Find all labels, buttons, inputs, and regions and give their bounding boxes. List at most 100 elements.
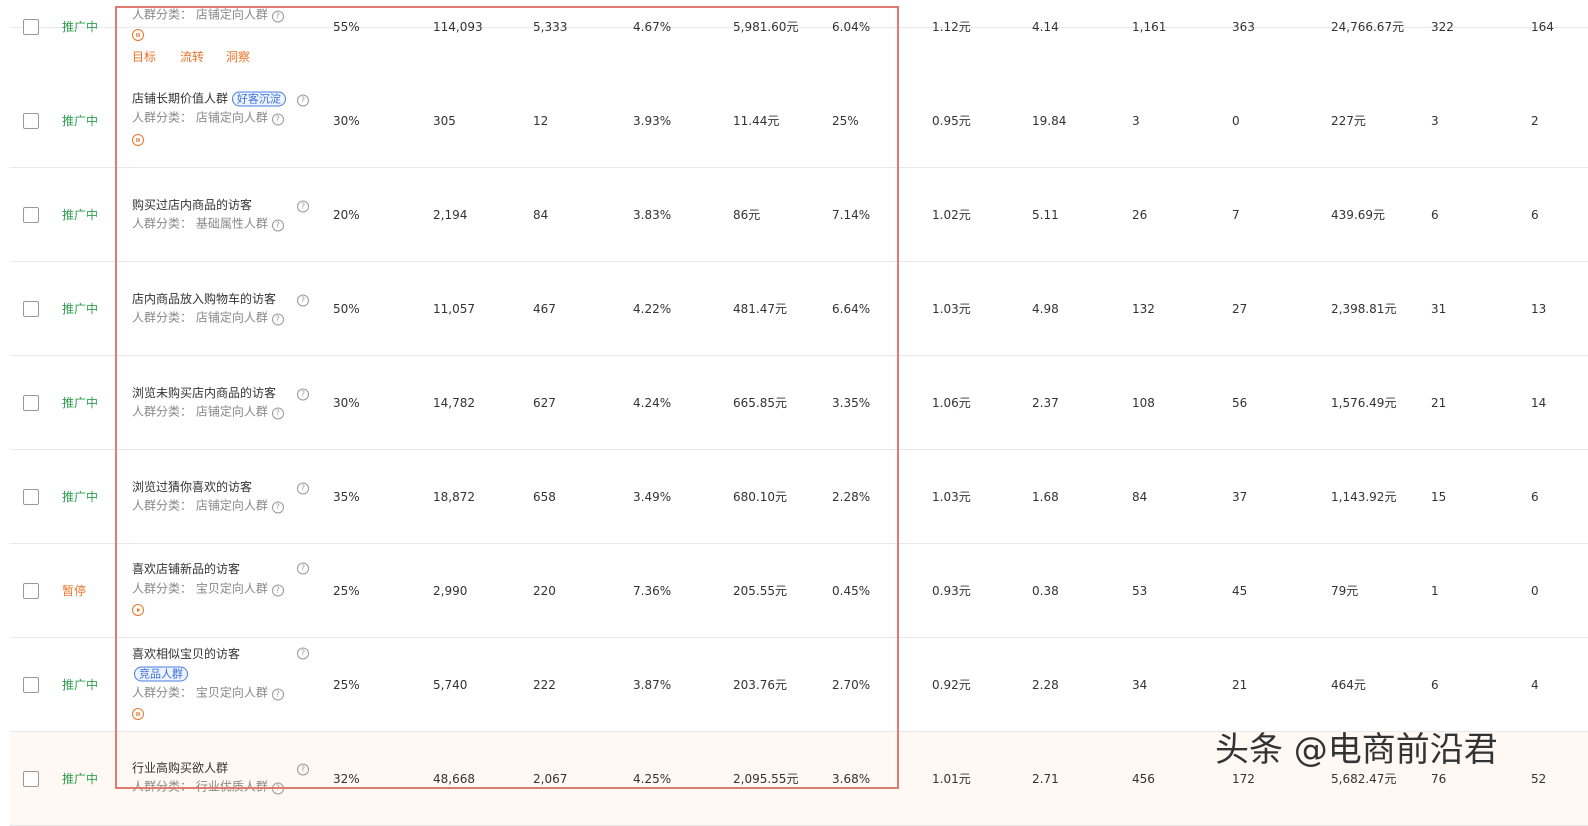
pause-icon[interactable] bbox=[132, 134, 144, 146]
cell-value: 52 bbox=[1531, 772, 1547, 786]
cell-value: 439.69元 bbox=[1331, 208, 1385, 222]
cell-value: 55% bbox=[333, 20, 360, 34]
cell-value: 1.68 bbox=[1032, 490, 1059, 504]
cell-value: 305 bbox=[433, 114, 456, 128]
highlight-box bbox=[115, 6, 899, 789]
cell-value: 0 bbox=[1531, 584, 1539, 598]
action-link[interactable]: 流转 bbox=[180, 50, 205, 64]
help-icon: ? bbox=[297, 761, 309, 776]
cell-value: 114,093 bbox=[433, 20, 483, 34]
cell-value: 3.83% bbox=[633, 208, 672, 222]
cell-value: 53 bbox=[1132, 584, 1148, 598]
cell-value: 322 bbox=[1431, 20, 1454, 34]
cell-value: 0.95元 bbox=[932, 114, 971, 128]
pause-icon[interactable] bbox=[132, 708, 144, 720]
row-checkbox[interactable] bbox=[23, 113, 39, 129]
category: 店铺定向人群 bbox=[195, 404, 268, 419]
row-checkbox[interactable] bbox=[23, 583, 39, 599]
audience-name: 浏览未购买店内商品的访客 bbox=[132, 386, 277, 400]
cell-value: 5,333 bbox=[533, 20, 568, 34]
category: 店铺定向人群 bbox=[195, 110, 268, 125]
cell-value: 0.92元 bbox=[932, 678, 971, 692]
audience-name: 店铺长期价值人群 好客沉淀 bbox=[132, 91, 286, 107]
cell-value: 108 bbox=[1132, 396, 1155, 410]
cell-value: 2.28 bbox=[1032, 678, 1059, 692]
audience-tag: 好客沉淀 bbox=[231, 91, 286, 107]
table-row: 推广中 浏览过猜你喜欢的访客? 人群分类： 店铺定向人群 ? 35% 18,872 658… bbox=[10, 450, 1588, 544]
cell-value: 2,990 bbox=[433, 584, 468, 598]
category: 宝贝定向人群 bbox=[195, 685, 268, 700]
cell-value: 4.22% bbox=[633, 302, 672, 316]
help-icon: ? bbox=[271, 113, 284, 126]
status: 推广中 bbox=[62, 490, 99, 504]
cell-value: 3.87% bbox=[633, 678, 672, 692]
cell-value: 48,668 bbox=[433, 772, 475, 786]
help-icon: ? bbox=[297, 292, 309, 307]
category: 基础属性人群 bbox=[195, 216, 268, 231]
pause-icon[interactable] bbox=[132, 29, 144, 41]
cell-value: 2.28% bbox=[832, 490, 871, 504]
cell-value: 19.84 bbox=[1032, 114, 1067, 128]
row-checkbox[interactable] bbox=[23, 771, 39, 787]
category-label: 人群分类： 店铺定向人群 ? bbox=[132, 111, 284, 126]
row-checkbox[interactable] bbox=[23, 207, 39, 223]
cell-value: 220 bbox=[533, 584, 556, 598]
cell-value: 1,161 bbox=[1132, 20, 1167, 34]
cell-value: 7.14% bbox=[832, 208, 871, 222]
audience-name: 喜欢店铺新品的访客 bbox=[132, 562, 241, 576]
cell-value: 24,766.67元 bbox=[1331, 20, 1405, 34]
cell-value: 1,576.49元 bbox=[1331, 396, 1397, 410]
cell-value: 84 bbox=[1132, 490, 1148, 504]
cell-value: 56 bbox=[1232, 396, 1248, 410]
status: 暂停 bbox=[62, 584, 87, 598]
row-checkbox[interactable] bbox=[23, 395, 39, 411]
cell-value: 6 bbox=[1431, 208, 1439, 222]
cell-value: 665.85元 bbox=[733, 396, 787, 410]
help-icon: ? bbox=[271, 584, 284, 597]
cell-value: 5.11 bbox=[1032, 208, 1059, 222]
cell-value: 2,095.55元 bbox=[733, 772, 799, 786]
help-icon: ? bbox=[297, 480, 309, 495]
status: 推广中 bbox=[62, 678, 99, 692]
help-icon: ? bbox=[271, 407, 284, 420]
cell-value: 6.64% bbox=[832, 302, 871, 316]
cell-value: 227元 bbox=[1331, 114, 1366, 128]
cell-value: 4.67% bbox=[633, 20, 672, 34]
cell-value: 456 bbox=[1132, 772, 1155, 786]
row-checkbox[interactable] bbox=[23, 301, 39, 317]
audience-tag-line: 竞品人群 bbox=[134, 666, 188, 682]
status: 推广中 bbox=[62, 396, 99, 410]
cell-value: 6.04% bbox=[832, 20, 871, 34]
table-row: 推广中 浏览未购买店内商品的访客? 人群分类： 店铺定向人群 ? 30% 14,782 6… bbox=[10, 356, 1588, 450]
cell-value: 31 bbox=[1431, 302, 1447, 316]
cell-value: 658 bbox=[533, 490, 556, 504]
category: 店铺定向人群 bbox=[195, 7, 268, 22]
cell-value: 76 bbox=[1431, 772, 1447, 786]
category-label: 人群分类： 店铺定向人群 ? bbox=[132, 499, 284, 514]
play-icon[interactable] bbox=[132, 604, 144, 616]
row-checkbox[interactable] bbox=[23, 677, 39, 693]
action-link[interactable]: 洞察 bbox=[226, 50, 251, 64]
cell-value: 4.14 bbox=[1032, 20, 1059, 34]
cell-value: 2,194 bbox=[433, 208, 468, 222]
table-row: 推广中 喜欢相似宝贝的访客? 竞品人群 人群分类： 宝贝定向人群 ? 25% 5,740 2… bbox=[10, 638, 1588, 732]
cell-value: 6 bbox=[1531, 208, 1539, 222]
cell-value: 3 bbox=[1431, 114, 1439, 128]
cell-value: 467 bbox=[533, 302, 556, 316]
action-link[interactable]: 目标 bbox=[132, 50, 157, 64]
cell-value: 2,067 bbox=[533, 772, 568, 786]
cell-value: 132 bbox=[1132, 302, 1155, 316]
table-row: 暂停 喜欢店铺新品的访客? 人群分类： 宝贝定向人群 ? 25% 2,990 220 7.3… bbox=[10, 544, 1588, 638]
cell-value: 5,981.60元 bbox=[733, 20, 799, 34]
row-checkbox[interactable] bbox=[23, 489, 39, 505]
cell-value: 37 bbox=[1232, 490, 1248, 504]
cell-value: 86元 bbox=[733, 208, 761, 222]
cell-value: 222 bbox=[533, 678, 556, 692]
row-checkbox[interactable] bbox=[23, 19, 39, 35]
cell-value: 30% bbox=[333, 114, 360, 128]
cell-value: 4.25% bbox=[633, 772, 672, 786]
cell-value: 79元 bbox=[1331, 584, 1359, 598]
table-row: 推广中 人群分类： 店铺定向人群 ? 目标 流转 洞察 55% 114,093 5,333 4.… bbox=[10, 0, 1588, 64]
category-label: 人群分类： 店铺定向人群 ? bbox=[132, 405, 284, 420]
table-row: 推广中 店铺长期价值人群 好客沉淀? 人群分类： 店铺定向人群 ? 30% 305 12 3… bbox=[10, 74, 1588, 168]
